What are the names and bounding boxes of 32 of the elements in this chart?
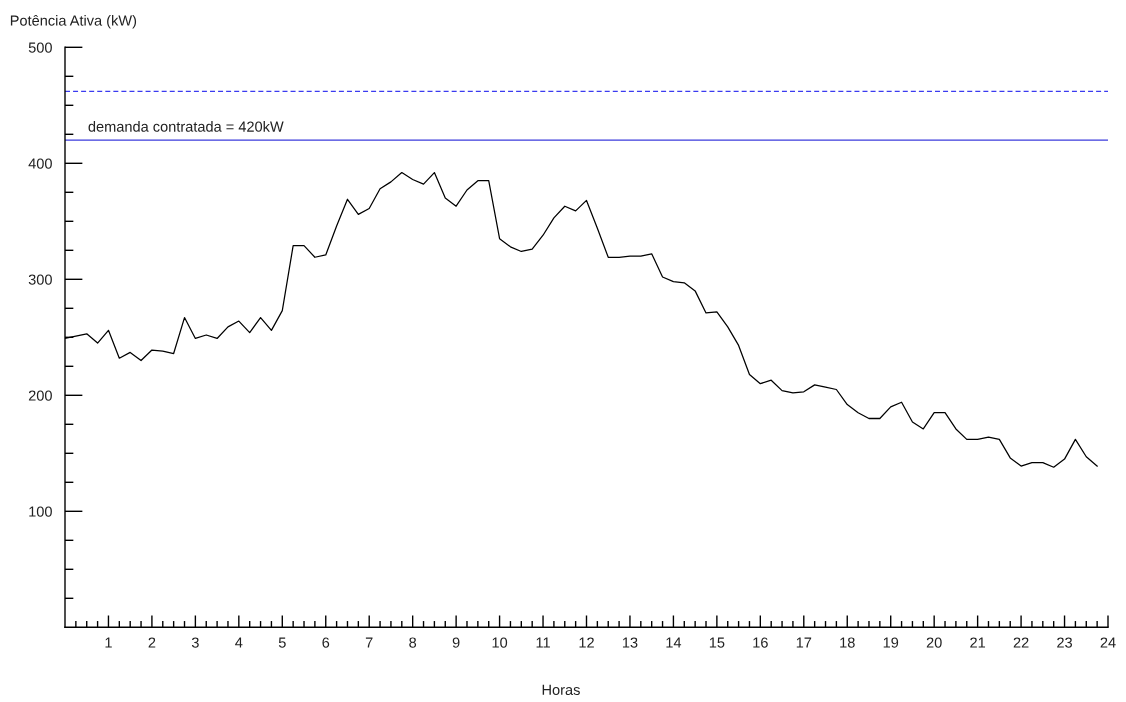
x-tick-label: 6 bbox=[322, 637, 330, 648]
x-tick-label: 22 bbox=[1013, 637, 1029, 648]
x-tick-label: 4 bbox=[235, 637, 243, 648]
y-tick-label: 300 bbox=[28, 274, 52, 285]
x-tick-label: 7 bbox=[365, 637, 373, 648]
x-tick-label: 24 bbox=[1100, 637, 1116, 648]
x-tick-label: 18 bbox=[840, 637, 855, 648]
y-tick-label: 400 bbox=[28, 158, 52, 169]
x-tick-label: 12 bbox=[579, 637, 594, 648]
x-tick-label: 10 bbox=[492, 637, 508, 648]
x-tick-label: 1 bbox=[105, 637, 112, 648]
x-tick-label: 16 bbox=[753, 637, 768, 648]
y-tick-label: 500 bbox=[28, 42, 52, 53]
x-tick-label: 8 bbox=[409, 637, 417, 648]
ref-line-label: demanda contratada = 420kW bbox=[88, 121, 284, 132]
x-tick-label: 19 bbox=[883, 637, 899, 648]
x-tick-label: 14 bbox=[666, 637, 682, 648]
x-tick-label: 2 bbox=[148, 637, 156, 648]
x-tick-label: 9 bbox=[452, 637, 460, 648]
x-tick-label: 13 bbox=[622, 637, 638, 648]
x-tick-label: 21 bbox=[970, 637, 986, 648]
y-tick-label: 100 bbox=[29, 506, 52, 517]
y-axis-title: Potência Ativa (kW) bbox=[10, 14, 137, 29]
y-tick-label: 200 bbox=[28, 390, 52, 401]
x-tick-label: 5 bbox=[278, 637, 286, 648]
x-tick-label: 11 bbox=[536, 637, 550, 648]
x-tick-label: 23 bbox=[1057, 637, 1073, 648]
x-tick-label: 3 bbox=[191, 637, 199, 648]
x-tick-label: 20 bbox=[926, 637, 942, 648]
x-axis-title: Horas bbox=[542, 684, 580, 696]
x-tick-label: 15 bbox=[709, 637, 725, 648]
x-tick-label: 17 bbox=[796, 637, 812, 648]
